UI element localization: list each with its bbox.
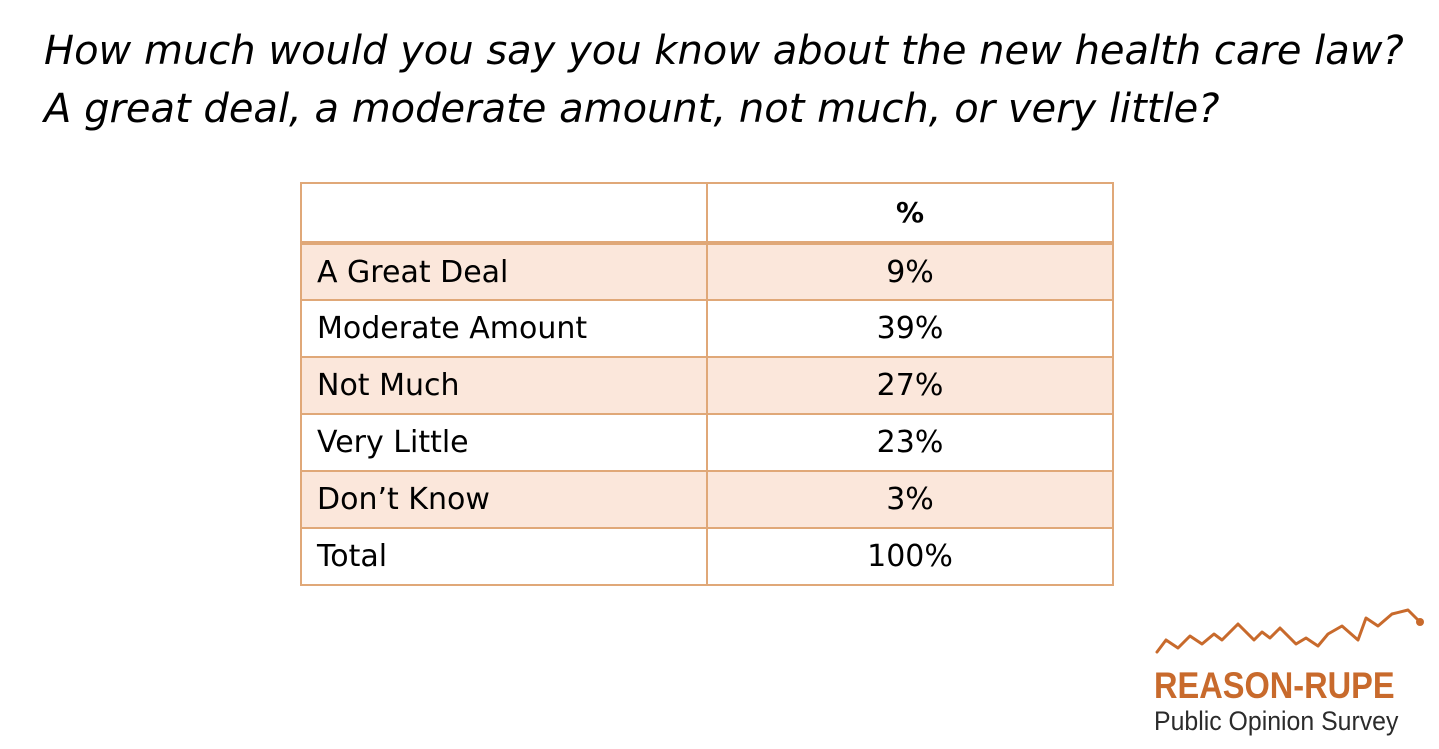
row-value: 100% — [706, 527, 1114, 586]
row-value: 39% — [706, 299, 1114, 358]
table-header-row: % — [300, 182, 1114, 245]
row-value: 23% — [706, 413, 1114, 472]
row-label: Not Much — [300, 356, 708, 415]
question-title: How much would you say you know about th… — [44, 28, 1404, 132]
row-label: A Great Deal — [300, 242, 708, 301]
results-table: % A Great Deal 9% Moderate Amount 39% No… — [300, 182, 1114, 586]
logo-subtitle-text: Public Opinion Survey — [1154, 706, 1399, 736]
header-label-cell — [300, 182, 708, 245]
table-row: Not Much 27% — [300, 356, 1114, 415]
table-row: A Great Deal 9% — [300, 242, 1114, 301]
logo-brand-text: REASON-RUPE — [1154, 665, 1395, 706]
table-row: Don’t Know 3% — [300, 470, 1114, 529]
mountain-line-icon — [1155, 608, 1424, 654]
row-value: 3% — [706, 470, 1114, 529]
table-row: Very Little 23% — [300, 413, 1114, 472]
header-percent-cell: % — [706, 182, 1114, 245]
table-row: Moderate Amount 39% — [300, 299, 1114, 358]
row-label: Moderate Amount — [300, 299, 708, 358]
table-row-total: Total 100% — [300, 527, 1114, 586]
row-value: 9% — [706, 242, 1114, 301]
reason-rupe-logo: REASON-RUPE Public Opinion Survey — [1150, 604, 1435, 744]
row-label: Don’t Know — [300, 470, 708, 529]
row-label: Total — [300, 527, 708, 586]
row-value: 27% — [706, 356, 1114, 415]
row-label: Very Little — [300, 413, 708, 472]
